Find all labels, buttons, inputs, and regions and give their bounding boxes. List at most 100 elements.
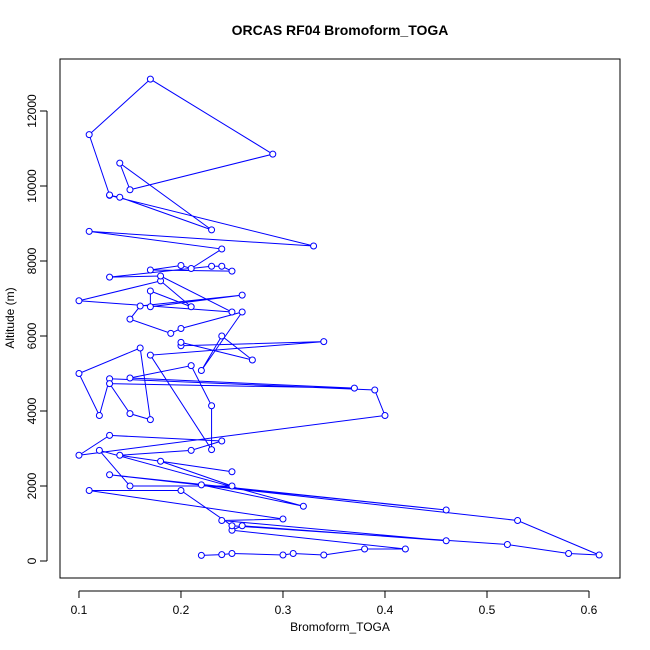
y-tick-label: 4000 <box>25 397 39 424</box>
x-tick-label: 0.5 <box>479 603 496 617</box>
data-point <box>208 446 216 454</box>
data-point <box>146 266 154 274</box>
x-axis-title: Bromoform_TOGA <box>290 620 390 634</box>
plot-box <box>59 58 621 579</box>
x-tick-label: 0.1 <box>71 603 88 617</box>
data-point <box>136 344 144 352</box>
data-point <box>218 551 226 559</box>
data-point <box>106 380 114 388</box>
data-point <box>75 370 83 378</box>
data-point <box>197 367 205 375</box>
data-point <box>289 550 297 558</box>
y-tick-label: 12000 <box>25 94 39 128</box>
x-tick-label: 0.4 <box>377 603 394 617</box>
data-point <box>95 412 103 420</box>
data-point <box>146 351 154 359</box>
data-point <box>116 159 124 167</box>
x-tick-label: 0.2 <box>173 603 190 617</box>
data-point <box>238 308 246 316</box>
y-tick-label: 2000 <box>25 472 39 499</box>
data-point <box>269 150 277 158</box>
data-point <box>187 303 195 311</box>
data-point <box>167 329 175 337</box>
data-point <box>146 287 154 295</box>
data-point <box>146 416 154 424</box>
data-point <box>238 522 246 530</box>
data-point <box>95 446 103 454</box>
data-point <box>514 517 522 525</box>
data-point <box>595 551 603 559</box>
data-point <box>248 356 256 364</box>
data-point <box>146 75 154 83</box>
data-point <box>218 262 226 270</box>
data-point <box>299 502 307 510</box>
y-tick-label: 8000 <box>25 247 39 274</box>
data-point <box>177 338 185 346</box>
data-point <box>442 506 450 514</box>
data-point <box>228 482 236 490</box>
data-point <box>228 267 236 275</box>
data-point <box>218 245 226 253</box>
data-point <box>187 265 195 273</box>
data-point <box>126 482 134 490</box>
data-point <box>361 545 369 553</box>
data-point <box>503 541 511 549</box>
data-point <box>218 437 226 445</box>
data-point <box>208 402 216 410</box>
data-point <box>106 471 114 479</box>
data-point <box>350 384 358 392</box>
data-point <box>228 550 236 558</box>
data-point <box>177 325 185 333</box>
y-axis-title: Altitude (m) <box>3 287 17 348</box>
data-point <box>157 457 165 465</box>
data-point <box>208 226 216 234</box>
data-point <box>279 551 287 559</box>
data-point <box>126 374 134 382</box>
data-point <box>218 517 226 525</box>
data-point <box>218 332 226 340</box>
data-point <box>126 186 134 194</box>
y-tick-label: 0 <box>25 557 39 564</box>
y-tick-label: 6000 <box>25 322 39 349</box>
data-point <box>85 131 93 139</box>
data-point <box>126 410 134 418</box>
data-point <box>228 468 236 476</box>
data-point <box>157 272 165 280</box>
data-point <box>197 481 205 489</box>
data-point <box>126 315 134 323</box>
data-point <box>136 302 144 310</box>
data-point <box>320 338 328 346</box>
data-point <box>228 308 236 316</box>
chart-title: ORCAS RF04 Bromoform_TOGA <box>232 22 449 38</box>
data-point <box>228 522 236 530</box>
data-point <box>371 386 379 394</box>
data-point <box>146 303 154 311</box>
data-point <box>565 550 573 558</box>
data-point <box>197 551 205 559</box>
data-point <box>85 227 93 235</box>
data-point <box>106 273 114 281</box>
data-point <box>401 545 409 553</box>
data-point <box>116 451 124 459</box>
data-point <box>238 291 246 299</box>
data-point <box>177 487 185 495</box>
data-point <box>106 191 114 199</box>
data-point <box>116 193 124 201</box>
data-point <box>177 262 185 270</box>
data-point <box>208 262 216 270</box>
data-point <box>310 242 318 250</box>
data-point <box>187 446 195 454</box>
data-point <box>381 412 389 420</box>
data-point <box>75 451 83 459</box>
data-point <box>75 297 83 305</box>
x-tick-label: 0.6 <box>581 603 598 617</box>
data-point <box>106 431 114 439</box>
data-point <box>85 487 93 495</box>
data-point <box>279 515 287 523</box>
y-tick-label: 10000 <box>25 169 39 203</box>
data-point <box>187 362 195 370</box>
data-point <box>442 537 450 545</box>
